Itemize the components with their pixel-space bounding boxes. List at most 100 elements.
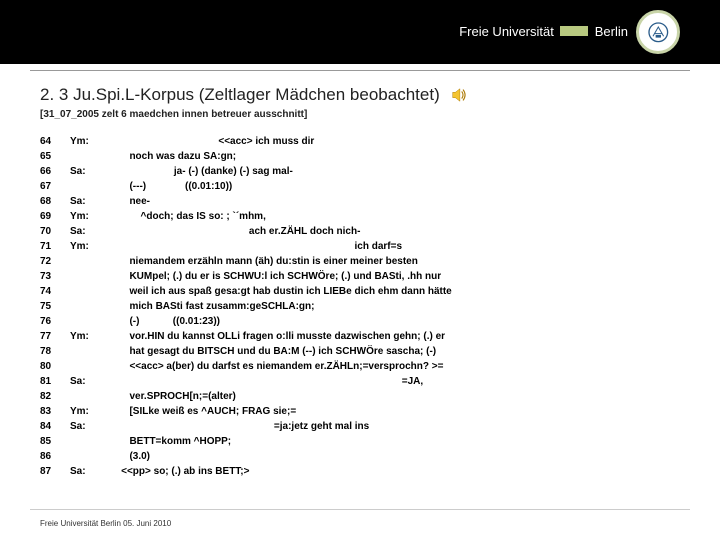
line-text: =ja:jetz geht mal ins [110,419,680,434]
line-number: 85 [40,434,70,449]
line-number: 69 [40,209,70,224]
line-number: 81 [40,374,70,389]
line-text: [SILke weiß es ^AUCH; FRAG sie;= [110,404,680,419]
speaker: Sa: [70,224,110,239]
line-text: hat gesagt du BITSCH und du BA:M (--) ic… [110,344,680,359]
line-text: nee- [110,194,680,209]
speaker [70,254,110,269]
line-number: 65 [40,149,70,164]
line-number: 72 [40,254,70,269]
line-text: <<pp> so; (.) ab ins BETT;> [110,464,680,479]
line-number: 70 [40,224,70,239]
line-text: (-) ((0.01:23)) [110,314,680,329]
footer-divider [30,509,690,510]
line-text: ver.SPROCH[n;=(alter) [110,389,680,404]
line-number: 78 [40,344,70,359]
speaker [70,284,110,299]
transcript-row: 70Sa: ach er.ZÄHL doch nich- [40,224,680,239]
transcript-row: 67 (---) ((0.01:10)) [40,179,680,194]
speaker [70,434,110,449]
line-text: KUMpel; (.) du er is SCHWU:l ich SCHWÖre… [110,269,680,284]
logo: Freie Universität Berlin [459,10,680,54]
speaker [70,314,110,329]
line-number: 76 [40,314,70,329]
page-title: 2. 3 Ju.Spi.L-Korpus (Zeltlager Mädchen … [40,85,440,105]
line-number: 67 [40,179,70,194]
speaker: Sa: [70,419,110,434]
speaker: Sa: [70,194,110,209]
transcript-row: 71Ym: ich darf=s [40,239,680,254]
line-number: 68 [40,194,70,209]
line-number: 84 [40,419,70,434]
subtitle: [31_07_2005 zelt 6 maedchen innen betreu… [40,109,680,120]
speaker: Ym: [70,209,110,224]
divider [30,70,690,71]
speaker: Sa: [70,164,110,179]
transcript-row: 69Ym: ^doch; das IS so: ; `´mhm, [40,209,680,224]
line-text: ich darf=s [110,239,680,254]
transcript-row: 72 niemandem erzähln mann (äh) du:stin i… [40,254,680,269]
line-text: <<acc> a(ber) du darfst es niemandem er.… [110,359,680,374]
line-text: ^doch; das IS so: ; `´mhm, [110,209,680,224]
line-text: weil ich aus spaß gesa:gt hab dustin ich… [110,284,680,299]
line-text: noch was dazu SA:gn; [110,149,680,164]
speaker: Ym: [70,239,110,254]
speaker: Sa: [70,374,110,389]
transcript-row: 87Sa: <<pp> so; (.) ab ins BETT;> [40,464,680,479]
line-text: ach er.ZÄHL doch nich- [110,224,680,239]
line-number: 86 [40,449,70,464]
line-text: <<acc> ich muss dir [110,134,680,149]
line-number: 80 [40,359,70,374]
line-number: 74 [40,284,70,299]
speaker [70,359,110,374]
speaker: Sa: [70,464,110,479]
transcript-row: 83Ym: [SILke weiß es ^AUCH; FRAG sie;= [40,404,680,419]
transcript-row: 85 BETT=komm ^HOPP; [40,434,680,449]
line-text: (---) ((0.01:10)) [110,179,680,194]
speaker: Ym: [70,404,110,419]
speaker [70,179,110,194]
line-number: 75 [40,299,70,314]
speaker [70,449,110,464]
transcript-row: 80 <<acc> a(ber) du darfst es niemandem … [40,359,680,374]
transcript-row: 76 (-) ((0.01:23)) [40,314,680,329]
line-number: 71 [40,239,70,254]
speaker-icon[interactable] [450,86,468,104]
line-number: 82 [40,389,70,404]
line-number: 83 [40,404,70,419]
line-number: 77 [40,329,70,344]
line-text: ja- (-) (danke) (-) sag mal- [110,164,680,179]
transcript-row: 82 ver.SPROCH[n;=(alter) [40,389,680,404]
line-text: vor.HIN du kannst OLLi fragen o:lli muss… [110,329,680,344]
speaker [70,149,110,164]
speaker [70,344,110,359]
transcript-row: 73 KUMpel; (.) du er is SCHWU:l ich SCHW… [40,269,680,284]
header-bar: Freie Universität Berlin [0,0,720,64]
footer: Freie Universität Berlin 05. Juni 2010 [40,519,171,528]
transcript-row: 75 mich BASti fast zusamm:geSCHLA:gn; [40,299,680,314]
transcript-row: 84Sa: =ja:jetz geht mal ins [40,419,680,434]
transcript-row: 74 weil ich aus spaß gesa:gt hab dustin … [40,284,680,299]
transcript-row: 66Sa: ja- (-) (danke) (-) sag mal- [40,164,680,179]
logo-text: Freie Universität Berlin [459,23,628,41]
transcript: 64Ym: <<acc> ich muss dir65 noch was daz… [40,134,680,479]
transcript-row: 77Ym: vor.HIN du kannst OLLi fragen o:ll… [40,329,680,344]
line-number: 64 [40,134,70,149]
speaker: Ym: [70,134,110,149]
content: 2. 3 Ju.Spi.L-Korpus (Zeltlager Mädchen … [40,85,680,479]
speaker [70,389,110,404]
transcript-row: 68Sa: nee- [40,194,680,209]
speaker: Ym: [70,329,110,344]
logo-seal-icon [636,10,680,54]
transcript-row: 86 (3.0) [40,449,680,464]
line-number: 87 [40,464,70,479]
transcript-row: 78 hat gesagt du BITSCH und du BA:M (--)… [40,344,680,359]
speaker [70,269,110,284]
transcript-row: 64Ym: <<acc> ich muss dir [40,134,680,149]
line-text: mich BASti fast zusamm:geSCHLA:gn; [110,299,680,314]
speaker [70,299,110,314]
line-text: =JA, [110,374,680,389]
title-row: 2. 3 Ju.Spi.L-Korpus (Zeltlager Mädchen … [40,85,680,105]
line-text: BETT=komm ^HOPP; [110,434,680,449]
line-number: 66 [40,164,70,179]
